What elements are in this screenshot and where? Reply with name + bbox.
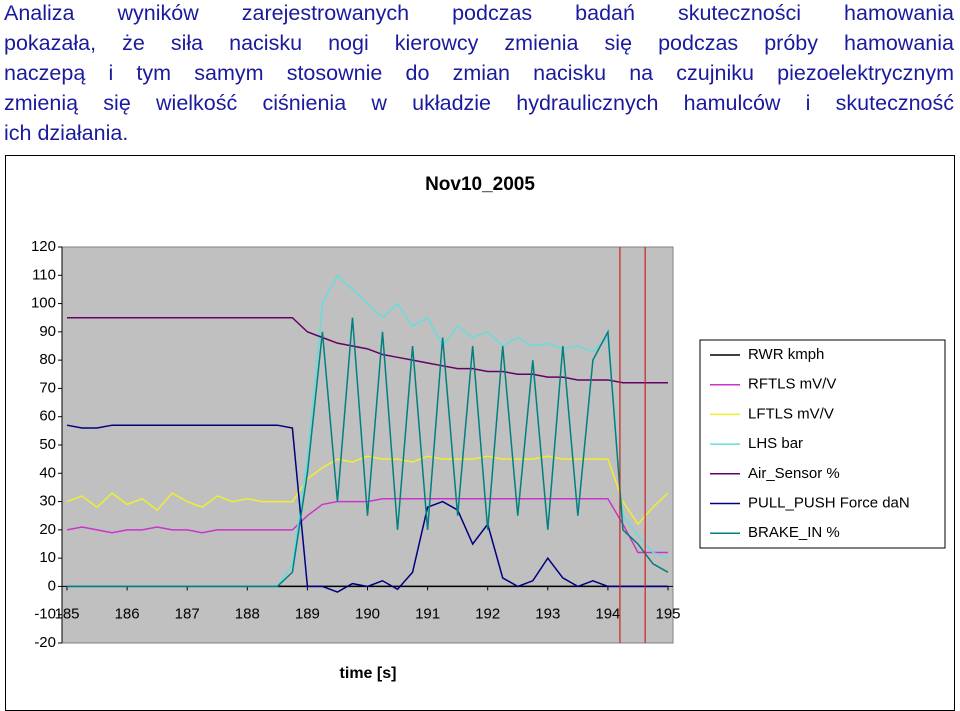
paragraph-line: zmienią się wielkość ciśnienia w układzi… <box>4 91 954 115</box>
y-tick-label: 0 <box>48 577 56 594</box>
series-line <box>66 455 669 526</box>
y-tick-label: 70 <box>39 379 56 396</box>
y-tick-label: 80 <box>39 351 56 368</box>
y-tick-label: 30 <box>39 493 56 510</box>
legend-label: RFTLS mV/V <box>748 376 836 393</box>
y-tick-label: 40 <box>39 464 56 481</box>
paragraph-line: ich działania. <box>4 121 129 145</box>
y-tick-label: 110 <box>32 266 56 283</box>
chart: Nov10_2005 time [s] -20 -10 0 10 20 30 40 50 60 7… <box>5 155 955 711</box>
chart-title: Nov10_2005 <box>425 174 535 195</box>
legend-label: PULL_PUSH Force daN <box>748 494 910 511</box>
x-tick-label: 194 <box>595 606 620 623</box>
legend-label: LHS bar <box>748 435 803 452</box>
paragraph-line: Analiza wyników zarejestrowanych podczas… <box>4 1 954 25</box>
paragraph: Analiza wyników zarejestrowanych podczas… <box>4 0 954 148</box>
series-line <box>66 497 668 554</box>
y-tick-label: 20 <box>39 521 56 538</box>
plot-area <box>61 246 674 644</box>
x-tick-label: 188 <box>235 606 260 623</box>
x-tick-label: 187 <box>175 606 200 623</box>
legend-label: RWR kmph <box>748 346 824 363</box>
legend-label: LFTLS mV/V <box>748 405 834 422</box>
x-axis-title: time [s] <box>340 665 397 682</box>
x-tick-label: 193 <box>535 606 560 623</box>
y-tick-label: 100 <box>31 295 56 312</box>
x-tick-label: 195 <box>655 606 680 623</box>
paragraph-line: pokazała, że siła nacisku nogi kierowcy … <box>4 31 954 55</box>
paragraph-line: naczepą i tym samym stosownie do zmian n… <box>4 61 954 85</box>
series-line <box>66 424 668 593</box>
y-tick-label: 60 <box>39 408 56 425</box>
y-tick-label: -20 <box>34 634 56 651</box>
x-tick-label: 192 <box>475 606 500 623</box>
x-tick-label: 185 <box>54 606 79 623</box>
x-tick-label: 189 <box>295 606 320 623</box>
x-tick-label: 186 <box>115 606 140 623</box>
x-tick-label: 190 <box>355 606 380 623</box>
series-line <box>67 316 668 384</box>
legend-label: BRAKE_IN % <box>748 524 840 541</box>
legend-box <box>699 339 946 549</box>
y-tick-label: 90 <box>39 323 56 340</box>
y-tick-label: 50 <box>39 436 56 453</box>
x-tick-label: 191 <box>415 606 440 623</box>
y-tick-label: -10 <box>34 606 56 623</box>
y-tick-label: 10 <box>39 549 56 566</box>
y-tick-label: 120 <box>31 238 56 255</box>
series-line <box>67 317 669 588</box>
legend-label: Air_Sensor % <box>748 465 840 482</box>
